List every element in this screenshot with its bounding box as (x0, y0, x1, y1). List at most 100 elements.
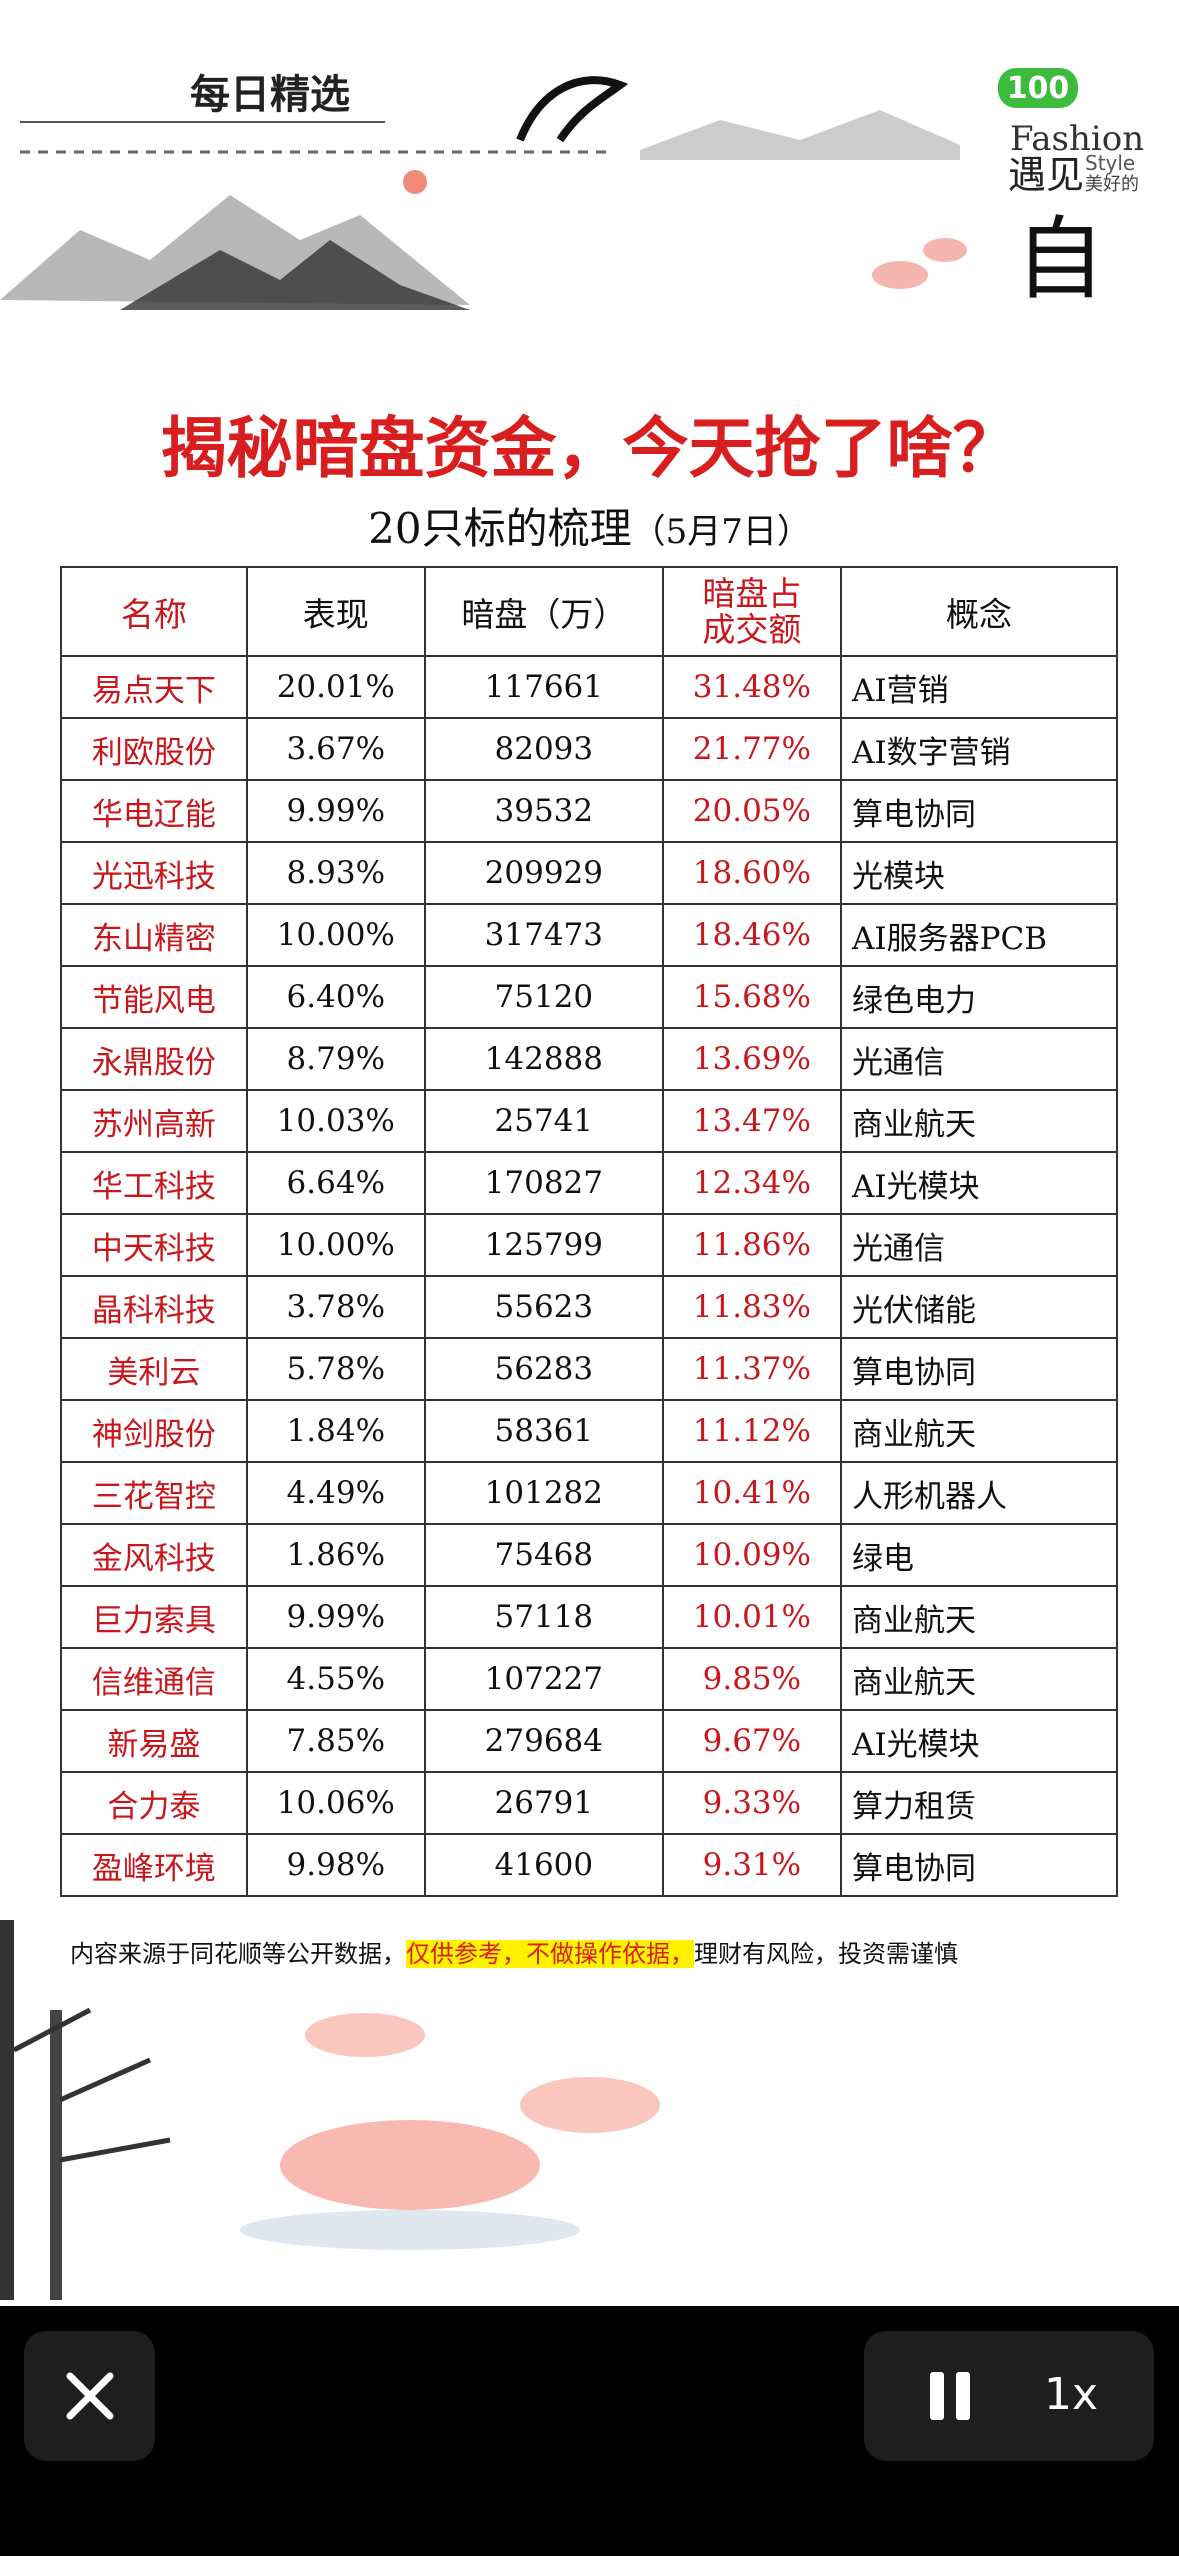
speed-button[interactable]: 1x (1044, 2369, 1099, 2420)
table-cell: 20.05% (661, 779, 843, 843)
table-cell: 3.78% (245, 1275, 426, 1339)
table-cell: 算电协同 (840, 779, 1118, 843)
table-row: 永鼎股份 8.79% 142888 13.69% 光通信 (60, 1027, 1118, 1091)
table-cell: 10.41% (661, 1461, 843, 1525)
table-cell: 信维通信 (60, 1647, 248, 1711)
table-row: 盈峰环境 9.98% 41600 9.31% 算电协同 (60, 1833, 1118, 1897)
table-cell: 9.67% (661, 1709, 843, 1773)
table-cell: 神剑股份 (60, 1399, 248, 1463)
table-cell: 算力租赁 (840, 1771, 1118, 1835)
water (240, 2210, 580, 2250)
table-cell: 11.12% (661, 1399, 843, 1463)
table-cell: 75468 (423, 1523, 664, 1587)
table-cell: 317473 (423, 903, 664, 967)
subtitle: 20只标的梳理（5月7日） (0, 495, 1179, 556)
ink-stroke (516, 76, 629, 143)
table-row: 中天科技 10.00% 125799 11.86% 光通信 (60, 1213, 1118, 1277)
table-cell: 9.99% (245, 1585, 426, 1649)
table-cell: 算电协同 (840, 1833, 1118, 1897)
close-button[interactable] (24, 2331, 155, 2461)
table-cell: 易点天下 (60, 655, 248, 719)
banner-title: 每日精选 (190, 72, 350, 118)
sun (403, 170, 427, 194)
table-row: 节能风电 6.40% 75120 15.68% 绿色电力 (60, 965, 1118, 1029)
slogan-tail: 美好的 (1085, 174, 1139, 195)
table-cell: 1.84% (245, 1399, 426, 1463)
table-cell: AI营销 (840, 655, 1118, 719)
column-header: 暗盘（万） (423, 566, 664, 657)
title: 揭秘暗盘资金，今天抢了啥？ (160, 409, 1019, 487)
slogan-big: 自 (1015, 207, 1105, 312)
table-cell: 商业航天 (840, 1399, 1118, 1463)
mountain (120, 240, 470, 310)
table-cell: 18.46% (661, 903, 843, 967)
column-header: 表现 (245, 566, 426, 657)
table-cell: 11.37% (661, 1337, 843, 1401)
table-cell: 光迅科技 (60, 841, 248, 905)
table-cell: 商业航天 (840, 1089, 1118, 1153)
control-bar: 1x (0, 2306, 1179, 2556)
table-cell: 125799 (423, 1213, 664, 1277)
table-row: 利欧股份 3.67% 82093 21.77% AI数字营销 (60, 717, 1118, 781)
table-cell: 209929 (423, 841, 664, 905)
table-cell: AI光模块 (840, 1709, 1118, 1773)
table-cell: 商业航天 (840, 1585, 1118, 1649)
table-cell: 13.69% (661, 1027, 843, 1091)
date: （5月7日） (631, 512, 811, 552)
table-cell: 8.93% (245, 841, 426, 905)
table-cell: 10.01% (661, 1585, 843, 1649)
table-cell: 9.98% (245, 1833, 426, 1897)
table-cell: 15.68% (661, 965, 843, 1029)
table-cell: 苏州高新 (60, 1089, 248, 1153)
table-row: 新易盛 7.85% 279684 9.67% AI光模块 (60, 1709, 1118, 1773)
header-row: 名称 表现 暗盘（万） 暗盘占 成交额 概念 (60, 566, 1118, 657)
pause-button[interactable] (924, 2369, 984, 2424)
table-cell: 8.79% (245, 1027, 426, 1091)
table-cell: 58361 (423, 1399, 664, 1463)
footer-art (0, 1920, 660, 2300)
column-header: 概念 (840, 566, 1118, 657)
table-cell: 东山精密 (60, 903, 248, 967)
table-cell: 170827 (423, 1151, 664, 1215)
table-row: 三花智控 4.49% 101282 10.41% 人形机器人 (60, 1461, 1118, 1525)
lotus (305, 2013, 425, 2057)
footnote-text: 理财有风险，投资需谨慎 (694, 1940, 958, 1968)
table-cell: 人形机器人 (840, 1461, 1118, 1525)
table-row: 神剑股份 1.84% 58361 11.12% 商业航天 (60, 1399, 1118, 1463)
table-cell: 11.83% (661, 1275, 843, 1339)
table-row: 光迅科技 8.93% 209929 18.60% 光模块 (60, 841, 1118, 905)
mountain (640, 110, 960, 160)
table-cell: 11.86% (661, 1213, 843, 1277)
table-cell: 华工科技 (60, 1151, 248, 1215)
table-cell: 10.09% (661, 1523, 843, 1587)
table-cell: 142888 (423, 1027, 664, 1091)
table-cell: 10.03% (245, 1089, 426, 1153)
table-cell: 华电辽能 (60, 779, 248, 843)
column-header: 名称 (60, 566, 248, 657)
bamboo (50, 2010, 62, 2300)
table-cell: 商业航天 (840, 1647, 1118, 1711)
table-cell: 4.49% (245, 1461, 426, 1525)
bamboo-leaf (12, 2007, 171, 2163)
table-cell: 26791 (423, 1771, 664, 1835)
table-row: 金风科技 1.86% 75468 10.09% 绿电 (60, 1523, 1118, 1587)
table-cell: 光模块 (840, 841, 1118, 905)
table-cell: 光通信 (840, 1027, 1118, 1091)
table-row: 巨力索具 9.99% 57118 10.01% 商业航天 (60, 1585, 1118, 1649)
table-row: 合力泰 10.06% 26791 9.33% 算力租赁 (60, 1771, 1118, 1835)
table-cell: 20.01% (245, 655, 426, 719)
table-cell: 9.33% (661, 1771, 843, 1835)
table-cell: 75120 (423, 965, 664, 1029)
table-cell: 利欧股份 (60, 717, 248, 781)
footnote: 内容来源于同花顺等公开数据，仅供参考，不做操作依据，理财有风险，投资需谨慎 (70, 1934, 958, 1969)
table-cell: 10.06% (245, 1771, 426, 1835)
table-cell: 9.31% (661, 1833, 843, 1897)
table-cell: 18.60% (661, 841, 843, 905)
table-cell: 41600 (423, 1833, 664, 1897)
table-cell: 1.86% (245, 1523, 426, 1587)
lotus (520, 2077, 660, 2133)
table-cell: 9.99% (245, 779, 426, 843)
table-cell: 3.67% (245, 717, 426, 781)
table-cell: 5.78% (245, 1337, 426, 1401)
